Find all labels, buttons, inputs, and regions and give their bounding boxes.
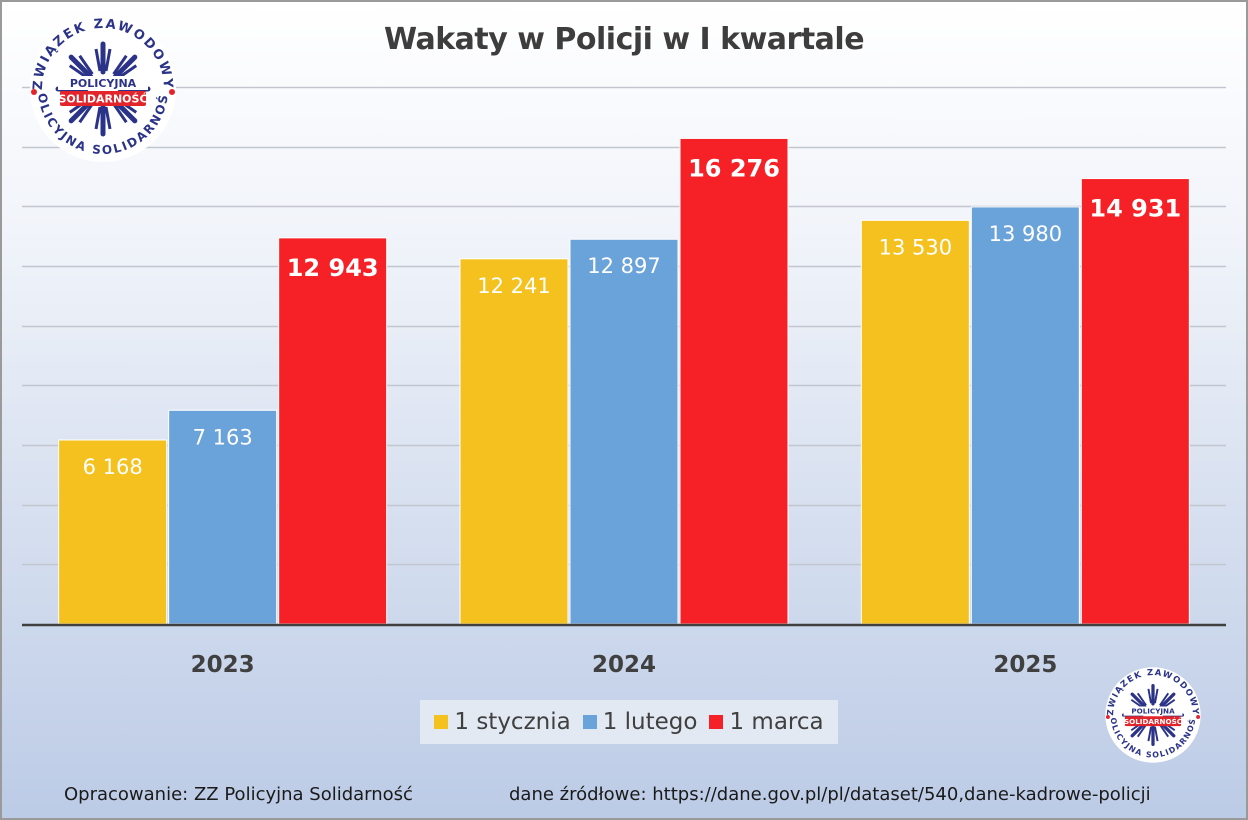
logo-star-ray [94,41,112,75]
chart-title: Wakaty w Policji w I kwartale [383,22,865,57]
logo-text-solidarnosc: SOLIDARNOŚĆ [1124,717,1182,726]
logo-band [1123,706,1183,716]
x-tick-label: 2023 [191,652,255,678]
legend-swatch-february [582,715,597,729]
logo-text-solidarnosc: SOLIDARNOŚĆ [58,93,147,106]
logo-red-band [60,91,146,106]
data-label: 6 168 [83,455,143,479]
logo-band [58,76,148,90]
logo-star-ray [1147,724,1159,747]
logo-red-band [1124,716,1182,727]
legend-label-march: 1 marca [729,709,824,735]
logo-dot [1196,715,1201,719]
footer-source: dane źródłowe: https://dane.gov.pl/pl/da… [509,784,1151,805]
legend-swatch-january [434,715,449,729]
legend-label-february: 1 lutego [602,709,698,735]
chart-legend: 1 stycznia 1 lutego 1 marca [420,700,838,744]
x-tick-label: 2025 [993,652,1057,678]
bar [860,219,970,625]
data-label: 12 897 [587,254,660,278]
data-label: 13 980 [989,222,1062,246]
legend-label-january: 1 stycznia [454,709,571,735]
bar [459,258,569,625]
logo-dot [169,89,175,95]
bar [569,238,679,625]
x-tick-label: 2024 [592,652,656,678]
data-label: 7 163 [193,425,253,449]
data-label: 12 943 [287,254,379,282]
legend-item-february: 1 lutego [582,709,698,735]
data-label: 16 276 [688,154,780,182]
legend-item-march: 1 marca [709,709,824,735]
logo-dot [31,89,37,95]
logo-dot [1105,715,1110,719]
data-label: 13 530 [879,235,952,259]
bar [278,237,388,625]
logo-text-policyjna: POLICYJNA [70,77,137,90]
bar [679,137,789,625]
bar [58,439,168,625]
logo-text-policyjna: POLICYJNA [1131,707,1175,716]
footer-credit: Opracowanie: ZZ Policyjna Solidarność [64,784,413,805]
logo-star-ray [1147,683,1159,706]
legend-item-january: 1 stycznia [434,709,571,735]
legend-swatch-march [709,715,724,729]
bar [970,206,1080,625]
bar [1080,178,1190,625]
logo-star-ray [94,103,112,137]
data-label: 12 241 [477,274,550,298]
data-label: 14 931 [1089,195,1181,223]
